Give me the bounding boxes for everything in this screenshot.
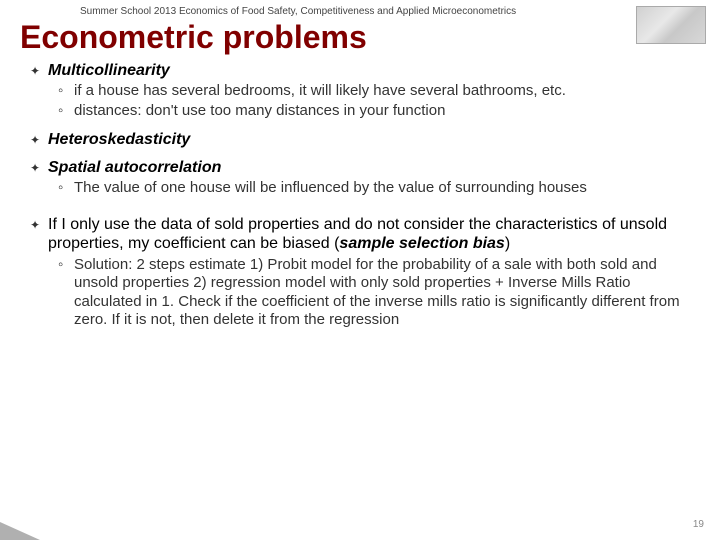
sub-text: if a house has several bedrooms, it will… [74, 82, 566, 100]
page-number: 19 [693, 519, 704, 530]
item-title: Heteroskedasticity [48, 131, 190, 149]
text-em: sample selection bias [339, 235, 504, 252]
bullet-icon: ✦ [30, 64, 40, 78]
sub-item: ◦ if a house has several bedrooms, it wil… [58, 82, 692, 100]
sub-text: The value of one house will be influence… [74, 179, 587, 197]
bullet-icon: ✦ [30, 215, 40, 232]
text-post: ) [505, 235, 510, 252]
circ-icon: ◦ [58, 102, 68, 120]
circ-icon: ◦ [58, 179, 68, 197]
corner-wedge [0, 522, 40, 540]
building-image [636, 6, 706, 44]
sub-item: ◦ The value of one house will be influenc… [58, 179, 692, 197]
circ-icon: ◦ [58, 82, 68, 100]
slide-title: Econometric problems [0, 19, 720, 62]
list-item: ✦ Heteroskedasticity [30, 131, 692, 149]
item-title: Multicollinearity [48, 62, 170, 80]
list-item: ✦ Spatial autocorrelation ◦ The value of … [30, 159, 692, 197]
list-item: ✦ Multicollinearity ◦ if a house has seve… [30, 62, 692, 121]
list-item: ✦ If I only use the data of sold propert… [30, 215, 692, 329]
bullet-icon: ✦ [30, 133, 40, 147]
sub-text: Solution: 2 steps estimate 1) Probit mod… [74, 256, 692, 329]
sub-item: ◦Solution: 2 steps estimate 1) Probit mo… [58, 256, 692, 329]
bullet-icon: ✦ [30, 161, 40, 175]
item-title: Spatial autocorrelation [48, 159, 221, 177]
sub-item: ◦ distances: don't use too many distances… [58, 102, 692, 120]
item-text: If I only use the data of sold propertie… [48, 215, 692, 254]
header-text: Summer School 2013 Economics of Food Saf… [0, 0, 720, 19]
slide-content: ✦ Multicollinearity ◦ if a house has seve… [0, 62, 720, 329]
sub-text: distances: don't use too many distances … [74, 102, 445, 120]
circ-icon: ◦ [58, 256, 68, 329]
